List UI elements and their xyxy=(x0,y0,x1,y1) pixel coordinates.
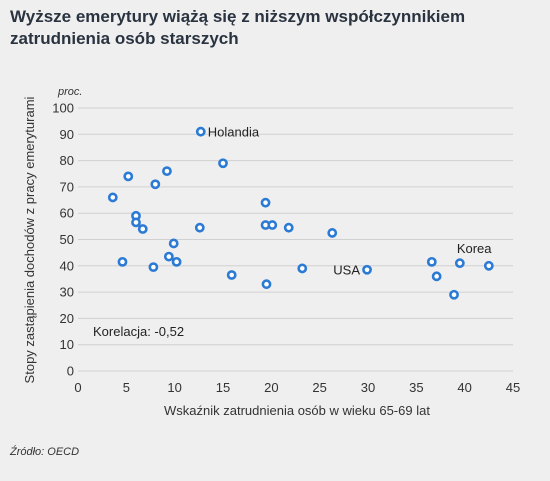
data-point xyxy=(431,271,442,282)
data-point xyxy=(131,217,141,228)
y-tick-label: 10 xyxy=(60,337,74,352)
data-point xyxy=(163,251,174,262)
annotation-layer: Holandia USA Korea xyxy=(208,125,493,278)
x-tick-label: 35 xyxy=(409,380,423,395)
data-point xyxy=(483,260,494,271)
data-point xyxy=(150,179,161,190)
y-tick-label: 40 xyxy=(60,258,74,273)
y-tick-label: 20 xyxy=(60,311,74,326)
point-annotation: Korea xyxy=(457,241,492,256)
data-point xyxy=(426,256,437,267)
data-point xyxy=(218,158,228,169)
data-point xyxy=(454,258,465,269)
y-tick-label: 30 xyxy=(60,285,74,300)
y-unit-label: proc. xyxy=(57,86,82,98)
x-tick-label: 20 xyxy=(264,380,278,395)
x-axis-label: Wskaźnik zatrudnienia osób w wieku 65-69… xyxy=(164,403,430,418)
y-tick-label: 70 xyxy=(60,179,74,194)
y-tick-label: 50 xyxy=(60,232,74,247)
data-point xyxy=(195,126,206,137)
x-tick-label: 30 xyxy=(361,380,375,395)
data-point xyxy=(267,220,278,230)
data-point xyxy=(148,262,159,273)
point-annotation: USA xyxy=(333,263,360,278)
grid-layer xyxy=(78,107,513,372)
data-point xyxy=(283,222,294,233)
y-tick-label: 90 xyxy=(60,127,74,142)
data-point xyxy=(171,256,182,267)
data-point xyxy=(168,238,179,249)
y-tick-label: 80 xyxy=(60,153,74,168)
x-tick-label: 40 xyxy=(457,380,471,395)
data-point xyxy=(261,279,272,290)
data-point xyxy=(107,192,118,203)
data-point xyxy=(362,264,372,275)
data-point xyxy=(226,270,237,280)
data-point xyxy=(123,171,134,182)
data-point xyxy=(449,289,459,300)
data-point xyxy=(117,256,128,267)
x-tick-label: 25 xyxy=(312,380,326,395)
tick-layer: 0 10 20 30 40 50 60 70 80 90 100 0 5 10 15 20 25 30 35 40 45 xyxy=(52,101,520,396)
point-annotation: Holandia xyxy=(208,125,260,140)
correlation-label: Korelacja: -0,52 xyxy=(93,324,184,339)
x-tick-label: 45 xyxy=(506,380,520,395)
y-tick-label: 100 xyxy=(52,101,74,116)
y-axis-label: Stopy zastąpienia dochodów z pracy emery… xyxy=(22,96,37,383)
x-tick-label: 10 xyxy=(167,380,181,395)
y-tick-label: 0 xyxy=(67,364,74,379)
chart-title: Wyższe emerytury wiążą się z niższym wsp… xyxy=(10,7,466,48)
data-point xyxy=(194,222,205,233)
x-tick-label: 0 xyxy=(74,380,81,395)
x-tick-label: 15 xyxy=(216,380,230,395)
data-point xyxy=(327,228,338,238)
x-tick-label: 5 xyxy=(123,380,130,395)
source-note: Źródło: OECD xyxy=(10,446,80,458)
data-point xyxy=(162,166,172,177)
point-layer xyxy=(107,126,494,300)
data-point xyxy=(297,263,308,274)
data-point xyxy=(137,224,148,234)
data-point xyxy=(260,197,271,208)
y-tick-label: 60 xyxy=(60,206,74,221)
